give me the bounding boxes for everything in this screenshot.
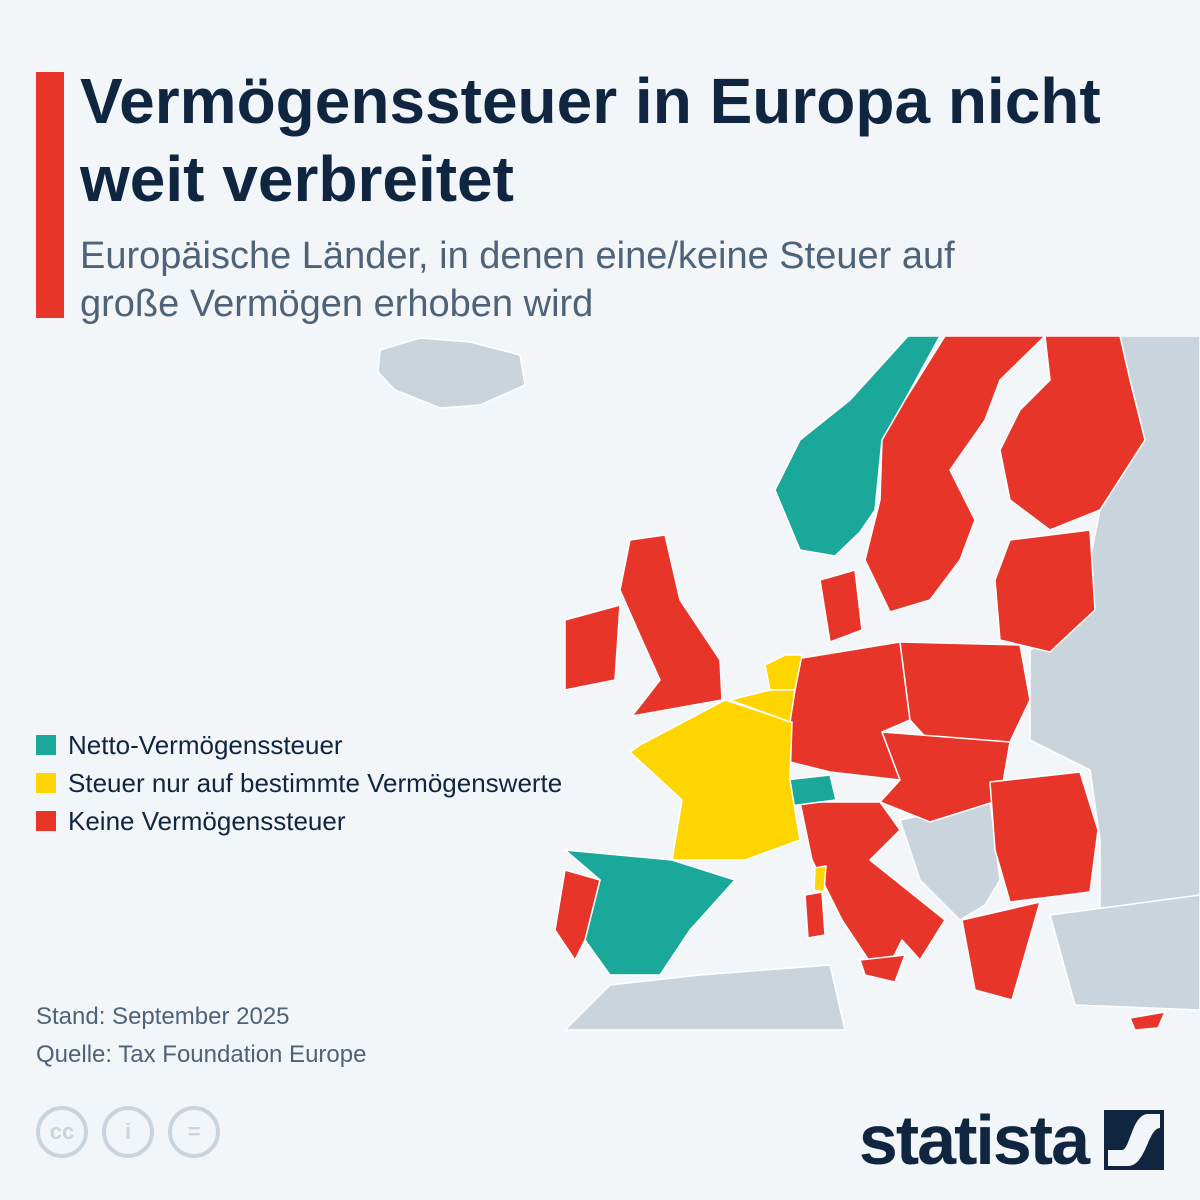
country-FR <box>629 699 801 861</box>
country-BE <box>729 689 796 723</box>
country-IT-sardinia <box>804 891 826 939</box>
country-FR-corsica <box>813 865 827 893</box>
country-NL <box>764 654 803 691</box>
legend-item-none: Keine Vermögenssteuer <box>36 802 562 840</box>
country-IT <box>799 801 946 981</box>
country-PT <box>554 869 601 961</box>
iceland <box>377 337 526 409</box>
cc-icon[interactable]: cc <box>36 1106 88 1158</box>
europe-map <box>377 336 1200 1031</box>
map-legend: Netto-Vermögenssteuer Steuer nur auf bes… <box>36 726 562 840</box>
statista-logo-icon <box>1104 1110 1164 1170</box>
country-IE <box>564 604 621 691</box>
turkey-grey <box>1049 894 1200 1011</box>
country-SE <box>864 336 1046 613</box>
country-DE <box>784 641 911 781</box>
north-africa-grey <box>564 964 846 1031</box>
country-FI <box>999 336 1146 531</box>
country-DK <box>819 569 863 643</box>
legend-swatch <box>36 773 56 793</box>
statista-logo[interactable]: statista <box>859 1100 1164 1180</box>
license-icons: cc i = <box>36 1106 220 1158</box>
brand-name: statista <box>858 1101 1090 1179</box>
legend-label: Keine Vermögenssteuer <box>68 805 346 836</box>
legend-item-net: Netto-Vermögenssteuer <box>36 726 562 764</box>
source-note: Quelle: Tax Foundation Europe <box>36 1041 367 1068</box>
country-IT-sicily <box>859 954 906 983</box>
country-RO_BG <box>989 771 1099 903</box>
legend-swatch <box>36 735 56 755</box>
page-title: Vermögenssteuer in Europa nicht weit ver… <box>80 65 1101 215</box>
page-subtitle: Europäische Länder, in denen eine/keine … <box>80 235 955 325</box>
legend-item-partial: Steuer nur auf bestimmte Vermögenswerte <box>36 764 562 802</box>
legend-label: Steuer nur auf bestimmte Vermögenswerte <box>68 767 563 798</box>
footer-meta: Stand: September 2025 Quelle: Tax Founda… <box>36 998 366 1074</box>
country-PL <box>899 641 1031 743</box>
country-CY <box>1129 1011 1166 1031</box>
no-derivatives-icon[interactable]: = <box>168 1106 220 1158</box>
legend-swatch <box>36 811 56 831</box>
title-accent-bar <box>36 72 64 318</box>
country-CENTRAL <box>879 731 1011 823</box>
date-note: Stand: September 2025 <box>36 1003 290 1030</box>
country-BALTIC <box>994 529 1096 653</box>
legend-label: Netto-Vermögenssteuer <box>68 729 343 760</box>
country-GR <box>961 901 1041 1001</box>
attribution-icon[interactable]: i <box>102 1106 154 1158</box>
country-UK <box>619 534 723 717</box>
